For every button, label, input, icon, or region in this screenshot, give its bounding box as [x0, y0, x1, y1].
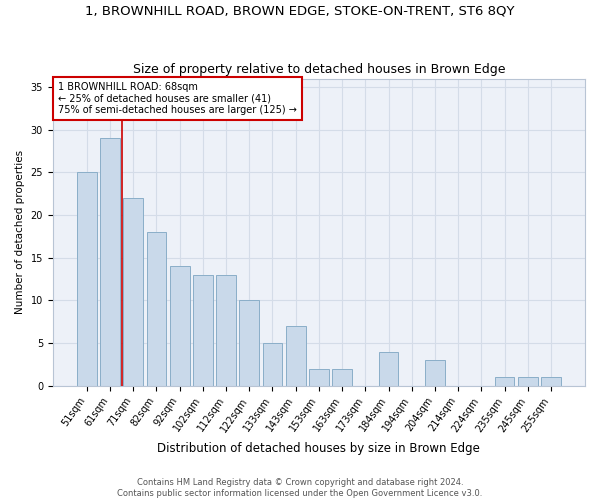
X-axis label: Distribution of detached houses by size in Brown Edge: Distribution of detached houses by size … [157, 442, 481, 455]
Bar [170, 266, 190, 386]
Bar [77, 172, 97, 386]
Bar [146, 232, 166, 386]
Text: Contains HM Land Registry data © Crown copyright and database right 2024.
Contai: Contains HM Land Registry data © Crown c… [118, 478, 482, 498]
Bar [518, 378, 538, 386]
Bar [100, 138, 120, 386]
Bar [286, 326, 305, 386]
Y-axis label: Number of detached properties: Number of detached properties [15, 150, 25, 314]
Bar [193, 275, 213, 386]
Bar [541, 378, 561, 386]
Bar [263, 343, 283, 386]
Bar [124, 198, 143, 386]
Text: 1, BROWNHILL ROAD, BROWN EDGE, STOKE-ON-TRENT, ST6 8QY: 1, BROWNHILL ROAD, BROWN EDGE, STOKE-ON-… [85, 5, 515, 18]
Bar [309, 369, 329, 386]
Bar [239, 300, 259, 386]
Bar [379, 352, 398, 386]
Bar [425, 360, 445, 386]
Bar [216, 275, 236, 386]
Bar [332, 369, 352, 386]
Text: 1 BROWNHILL ROAD: 68sqm
← 25% of detached houses are smaller (41)
75% of semi-de: 1 BROWNHILL ROAD: 68sqm ← 25% of detache… [58, 82, 297, 115]
Title: Size of property relative to detached houses in Brown Edge: Size of property relative to detached ho… [133, 63, 505, 76]
Bar [494, 378, 514, 386]
